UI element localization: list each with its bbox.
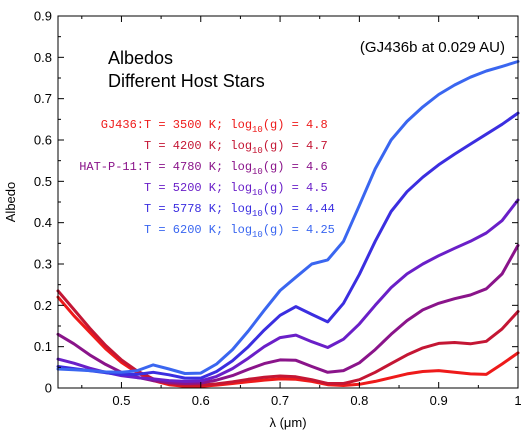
chart-annotation: (GJ436b at 0.029 AU)	[360, 39, 505, 56]
y-tick-label: 0.9	[34, 9, 52, 24]
x-tick-label: 0.7	[271, 393, 289, 408]
y-tick-label: 0	[45, 381, 52, 396]
legend-entry-4: T = 5200 K; log10(g) = 4.5	[144, 181, 328, 198]
y-tick-label: 0.8	[34, 50, 52, 65]
legend-prefix-3: HAT-P-11:	[79, 160, 144, 174]
legend-entry-6: T = 6200 K; log10(g) = 4.25	[144, 223, 335, 240]
legend-entry-2: T = 4200 K; log10(g) = 4.7	[144, 139, 328, 156]
y-tick-label: 0.5	[34, 174, 52, 189]
tick-layer: 0.5 0.6 0.7 0.8 0.9 1 0 0.1 0.2 0.3 0.4 0.5 0.6 0.7 0.…	[34, 9, 522, 409]
legend-entry-5: T = 5778 K; log10(g) = 4.44	[144, 202, 335, 219]
x-tick-label: 0.6	[192, 393, 210, 408]
y-tick-label: 0.7	[34, 91, 52, 106]
series-layer	[56, 60, 520, 388]
x-tick-label: 1	[514, 393, 521, 408]
x-axis-label: λ (μm)	[269, 415, 306, 430]
x-tick-label: 0.9	[430, 393, 448, 408]
y-tick-label: 0.3	[34, 257, 52, 272]
legend-entry-3: T = 4780 K; log10(g) = 4.6	[144, 160, 328, 177]
x-tick-label: 0.8	[350, 393, 368, 408]
y-axis-label: Albedo	[3, 182, 18, 222]
legend: GJ436: T = 3500 K; log10(g) = 4.8 T = 420…	[79, 118, 335, 240]
series-line-6	[56, 60, 520, 375]
series-line-2	[56, 289, 520, 387]
y-tick-label: 0.6	[34, 133, 52, 148]
chart-title-line-1: Albedos	[108, 48, 173, 68]
y-tick-label: 0.2	[34, 298, 52, 313]
y-tick-label: 0.1	[34, 339, 52, 354]
legend-entry-1: T = 3500 K; log10(g) = 4.8	[144, 118, 328, 135]
y-tick-label: 0.4	[34, 215, 52, 230]
series-line-4	[56, 198, 520, 383]
chart-title-line-2: Different Host Stars	[108, 71, 265, 91]
x-tick-label: 0.5	[112, 393, 130, 408]
legend-prefix-1: GJ436:	[101, 118, 144, 132]
series-line-5	[56, 111, 520, 380]
